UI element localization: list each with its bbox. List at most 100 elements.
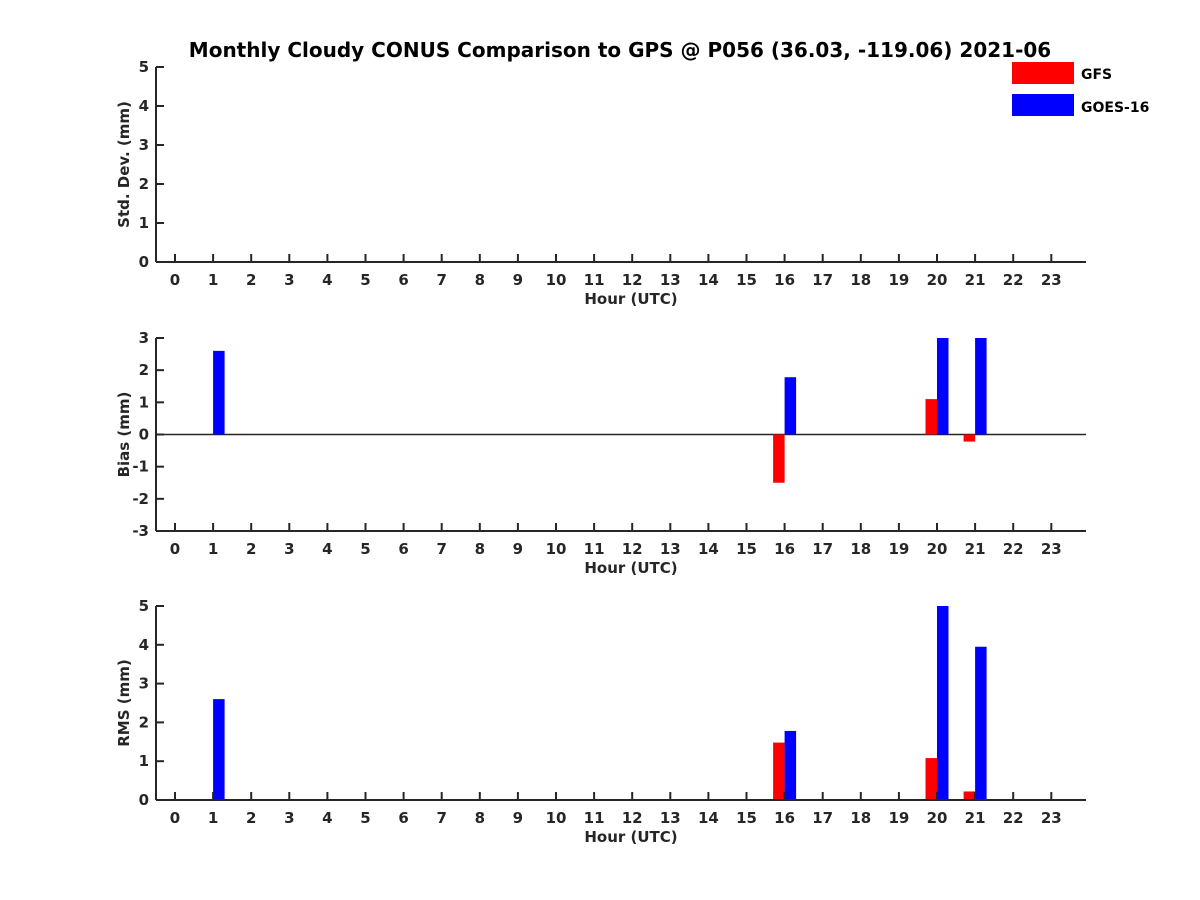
y-axis-label: Std. Dev. (mm) [115, 101, 133, 228]
x-tick-label: 8 [475, 271, 485, 289]
x-tick-label: 22 [1003, 271, 1024, 289]
x-tick-label: 13 [660, 271, 681, 289]
x-tick-label: 17 [812, 540, 833, 558]
x-tick-label: 15 [736, 809, 757, 827]
legend-swatch-gfs [1012, 62, 1074, 84]
x-tick-label: 8 [475, 809, 485, 827]
y-tick-label: 4 [139, 97, 149, 115]
x-tick-label: 6 [398, 540, 408, 558]
x-tick-label: 9 [513, 540, 523, 558]
x-tick-label: 3 [284, 809, 294, 827]
bar-goes16-hour-1 [213, 699, 225, 800]
y-axis-label: RMS (mm) [115, 659, 133, 746]
x-tick-label: 14 [698, 540, 719, 558]
x-tick-label: 7 [436, 540, 446, 558]
x-tick-label: 17 [812, 271, 833, 289]
y-tick-label: 0 [139, 791, 149, 809]
legend-swatch-goes16 [1012, 94, 1074, 116]
bar-goes16-hour-20 [937, 338, 949, 435]
x-tick-label: 22 [1003, 540, 1024, 558]
y-tick-label: 1 [139, 752, 149, 770]
x-tick-label: 13 [660, 809, 681, 827]
x-tick-label: 0 [170, 809, 180, 827]
y-tick-label: 0 [139, 253, 149, 271]
y-tick-label: 2 [139, 713, 149, 731]
x-tick-label: 14 [698, 809, 719, 827]
x-tick-label: 19 [888, 809, 909, 827]
bar-goes16-hour-20 [937, 606, 949, 800]
x-tick-label: 18 [850, 809, 871, 827]
x-tick-label: 21 [965, 540, 986, 558]
x-tick-label: 4 [322, 271, 332, 289]
x-tick-label: 2 [246, 809, 256, 827]
y-axis-label: Bias (mm) [115, 392, 133, 478]
bar-goes16-hour-16 [784, 730, 797, 800]
y-tick-label: 2 [139, 361, 149, 379]
x-tick-label: 19 [888, 540, 909, 558]
x-tick-label: 0 [170, 271, 180, 289]
x-tick-label: 22 [1003, 809, 1024, 827]
x-tick-label: 12 [622, 809, 643, 827]
x-tick-label: 14 [698, 271, 719, 289]
bar-gfs-hour-21 [963, 434, 976, 442]
x-tick-label: 1 [208, 271, 218, 289]
bar-goes16-hour-16 [784, 377, 797, 435]
x-tick-label: 19 [888, 271, 909, 289]
x-tick-label: 1 [208, 809, 218, 827]
legend-label-gfs: GFS [1081, 67, 1112, 83]
x-tick-label: 0 [170, 540, 180, 558]
x-tick-label: 23 [1041, 540, 1062, 558]
y-tick-label: 3 [139, 136, 149, 154]
x-tick-label: 10 [546, 540, 567, 558]
legend-label-goes16: GOES-16 [1081, 100, 1149, 116]
y-tick-label: -1 [132, 458, 149, 476]
x-tick-label: 16 [774, 809, 795, 827]
x-tick-label: 23 [1041, 809, 1062, 827]
bar-goes16-hour-1 [213, 350, 225, 435]
x-tick-label: 18 [850, 271, 871, 289]
x-tick-label: 12 [622, 271, 643, 289]
x-tick-label: 20 [927, 540, 948, 558]
y-tick-label: 3 [139, 329, 149, 347]
bar-gfs-hour-16 [773, 742, 785, 800]
x-tick-label: 10 [546, 809, 567, 827]
x-tick-label: 3 [284, 540, 294, 558]
x-tick-label: 8 [475, 540, 485, 558]
y-tick-label: 5 [139, 597, 149, 615]
x-tick-label: 4 [322, 809, 332, 827]
bar-goes16-hour-21 [975, 338, 987, 435]
x-tick-label: 7 [436, 271, 446, 289]
x-tick-label: 11 [584, 271, 605, 289]
bar-gfs-hour-20 [925, 399, 937, 435]
x-axis-label: Hour (UTC) [584, 828, 677, 846]
y-tick-label: 2 [139, 175, 149, 193]
y-tick-label: 0 [139, 426, 149, 444]
y-tick-label: -2 [132, 490, 149, 508]
x-tick-label: 12 [622, 540, 643, 558]
x-tick-label: 11 [584, 540, 605, 558]
y-tick-label: 1 [139, 214, 149, 232]
x-tick-label: 6 [398, 809, 408, 827]
x-tick-label: 20 [927, 271, 948, 289]
chart-title: Monthly Cloudy CONUS Comparison to GPS @… [189, 38, 1051, 62]
x-tick-label: 6 [398, 271, 408, 289]
x-tick-label: 23 [1041, 271, 1062, 289]
x-tick-label: 21 [965, 271, 986, 289]
bar-gfs-hour-20 [925, 758, 937, 800]
x-tick-label: 5 [360, 540, 370, 558]
x-tick-label: 11 [584, 809, 605, 827]
x-tick-label: 3 [284, 271, 294, 289]
x-tick-label: 2 [246, 540, 256, 558]
x-axis-label: Hour (UTC) [584, 559, 677, 577]
y-tick-label: -3 [132, 522, 149, 540]
x-tick-label: 9 [513, 809, 523, 827]
x-tick-label: 5 [360, 271, 370, 289]
x-tick-label: 21 [965, 809, 986, 827]
x-tick-label: 10 [546, 271, 567, 289]
y-tick-label: 1 [139, 393, 149, 411]
x-tick-label: 1 [208, 540, 218, 558]
x-tick-label: 16 [774, 271, 795, 289]
